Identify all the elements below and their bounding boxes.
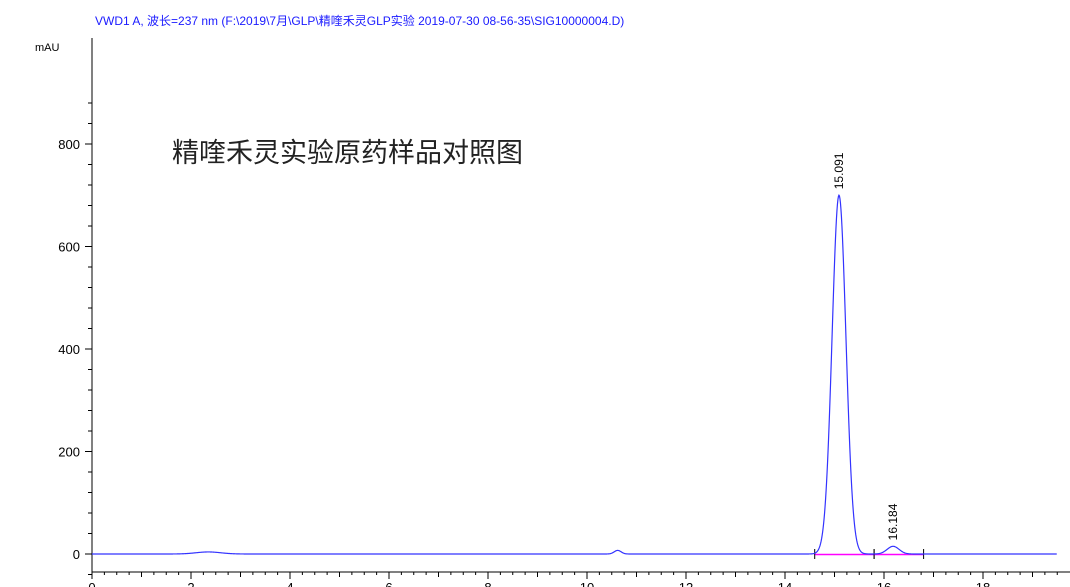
x-tick-label: 2 xyxy=(187,580,194,587)
y-tick-label: 600 xyxy=(58,240,80,255)
peak-label: 16.184 xyxy=(886,503,900,540)
x-tick-label: 10 xyxy=(580,580,594,587)
x-tick-label: 12 xyxy=(679,580,693,587)
x-axis-unit-label: m xyxy=(1062,583,1070,587)
x-ticks: 0 2 4 6 8 10 12 14 16 18 xyxy=(88,572,1058,587)
y-tick-label: 800 xyxy=(58,137,80,152)
y-tick-label: 0 xyxy=(73,547,80,562)
y-ticks: 0 200 400 600 800 xyxy=(58,102,92,575)
x-tick-label: 18 xyxy=(976,580,990,587)
x-tick-label: 8 xyxy=(484,580,491,587)
peak-labels: 15.091 16.184 xyxy=(832,152,900,540)
x-tick-label: 14 xyxy=(778,580,792,587)
peak-label: 15.091 xyxy=(832,152,846,189)
x-tick-label: 0 xyxy=(88,580,95,587)
y-axis-label: mAU xyxy=(35,42,60,54)
y-tick-label: 400 xyxy=(58,342,80,357)
chart-header: VWD1 A, 波长=237 nm (F:\2019\7月\GLP\精喹禾灵GL… xyxy=(95,13,624,28)
chart-annotation: 精喹禾灵实验原药样品对照图 xyxy=(172,138,523,169)
x-tick-label: 6 xyxy=(385,580,392,587)
signal-trace xyxy=(92,194,1057,555)
x-tick-label: 16 xyxy=(877,580,891,587)
y-tick-label: 200 xyxy=(58,445,80,460)
x-tick-label: 4 xyxy=(286,580,293,587)
